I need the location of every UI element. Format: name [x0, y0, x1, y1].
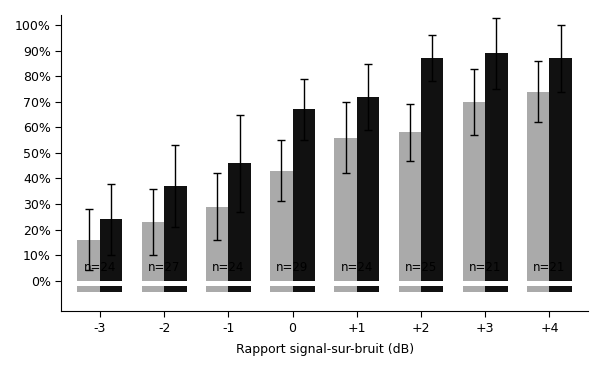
Bar: [142, 286, 164, 292]
Text: n=29: n=29: [276, 261, 309, 274]
Bar: [77, 240, 100, 280]
Text: n=24: n=24: [212, 261, 244, 274]
Text: n=24: n=24: [84, 261, 116, 274]
Bar: [399, 132, 421, 280]
Bar: [421, 58, 443, 280]
X-axis label: Rapport signal-sur-bruit (dB): Rapport signal-sur-bruit (dB): [236, 343, 414, 356]
Bar: [270, 171, 292, 280]
Bar: [334, 138, 357, 280]
Bar: [270, 286, 292, 292]
Bar: [463, 286, 485, 292]
Bar: [357, 286, 379, 292]
Bar: [463, 102, 485, 280]
Text: n=24: n=24: [341, 261, 373, 274]
Bar: [100, 219, 122, 280]
Text: n=25: n=25: [405, 261, 437, 274]
Bar: [77, 286, 100, 292]
Bar: [164, 286, 186, 292]
Bar: [229, 163, 251, 280]
Bar: [206, 207, 229, 280]
Bar: [421, 286, 443, 292]
Text: n=21: n=21: [533, 261, 566, 274]
Bar: [549, 58, 572, 280]
Bar: [485, 286, 508, 292]
Text: n=27: n=27: [148, 261, 180, 274]
Bar: [206, 286, 229, 292]
Text: n=21: n=21: [469, 261, 502, 274]
Bar: [164, 186, 186, 280]
Bar: [357, 97, 379, 280]
Bar: [142, 222, 164, 280]
Bar: [527, 286, 549, 292]
Bar: [292, 109, 315, 280]
Bar: [549, 286, 572, 292]
Bar: [229, 286, 251, 292]
Bar: [292, 286, 315, 292]
Bar: [399, 286, 421, 292]
Bar: [334, 286, 357, 292]
Bar: [100, 286, 122, 292]
Bar: [527, 92, 549, 280]
Bar: [485, 53, 508, 280]
